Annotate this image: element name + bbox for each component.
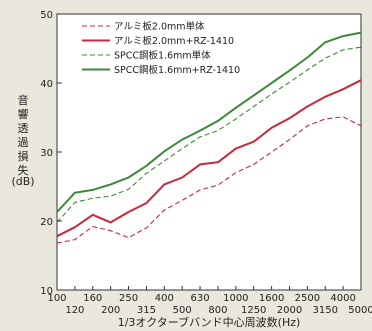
x-tick-label: 120 [65, 305, 84, 316]
x-tick-label: 1000 [223, 293, 248, 304]
x-tick-label: 800 [208, 305, 227, 316]
series-layer [56, 31, 362, 244]
x-tick-label: 2500 [295, 293, 320, 304]
y-tick-label: 10 [40, 286, 53, 297]
y-tick-label: 30 [40, 148, 53, 159]
series-line-3 [56, 46, 362, 223]
x-tick-label: 630 [191, 293, 210, 304]
y-axis-title-char: 響 [18, 107, 29, 121]
y-axis-unit: (dB) [11, 175, 34, 188]
y-tick-label: 50 [40, 10, 53, 21]
x-tick-label: 3150 [313, 305, 338, 316]
x-tick-label: 400 [155, 293, 174, 304]
x-tick-label: 1600 [259, 293, 284, 304]
x-tick-label: 5000 [348, 305, 372, 316]
series-line-4 [56, 31, 362, 213]
y-axis-title-char: 透 [18, 122, 29, 135]
legend-label-2: アルミ板2.0mm+RZ-1410 [114, 35, 234, 47]
y-axis-title-char: 音 [18, 93, 29, 107]
x-tick-label: 2000 [277, 305, 302, 316]
x-tick-label: 160 [83, 293, 102, 304]
y-axis-title-char: 損 [18, 149, 29, 163]
y-ticks: 10 20 30 40 50 [40, 10, 62, 297]
x-tick-label: 200 [101, 305, 120, 316]
x-tick-label: 250 [119, 293, 138, 304]
x-axis-title: 1/3オクターブバンド中心周波数(Hz) [118, 315, 301, 329]
x-ticks: 1001201602002503154005006308001000125016… [47, 286, 372, 316]
x-tick-label: 1250 [241, 305, 266, 316]
legend-label-4: SPCC鋼板1.6mm+RZ-1410 [114, 64, 240, 76]
y-axis-title-char: 失 [18, 164, 29, 177]
x-tick-label: 500 [173, 305, 192, 316]
plot-area [56, 13, 362, 291]
y-tick-label: 40 [40, 79, 53, 90]
y-axis-title-char: 過 [18, 136, 29, 149]
legend-label-1: アルミ板2.0mm単体 [114, 21, 205, 33]
y-tick-label: 20 [40, 217, 53, 228]
x-tick-label: 315 [137, 305, 156, 316]
legend-label-3: SPCC鋼板1.6mm単体 [114, 50, 211, 62]
x-tick-label: 100 [47, 293, 66, 304]
x-tick-label: 4000 [330, 293, 355, 304]
series-line-2 [56, 79, 362, 238]
